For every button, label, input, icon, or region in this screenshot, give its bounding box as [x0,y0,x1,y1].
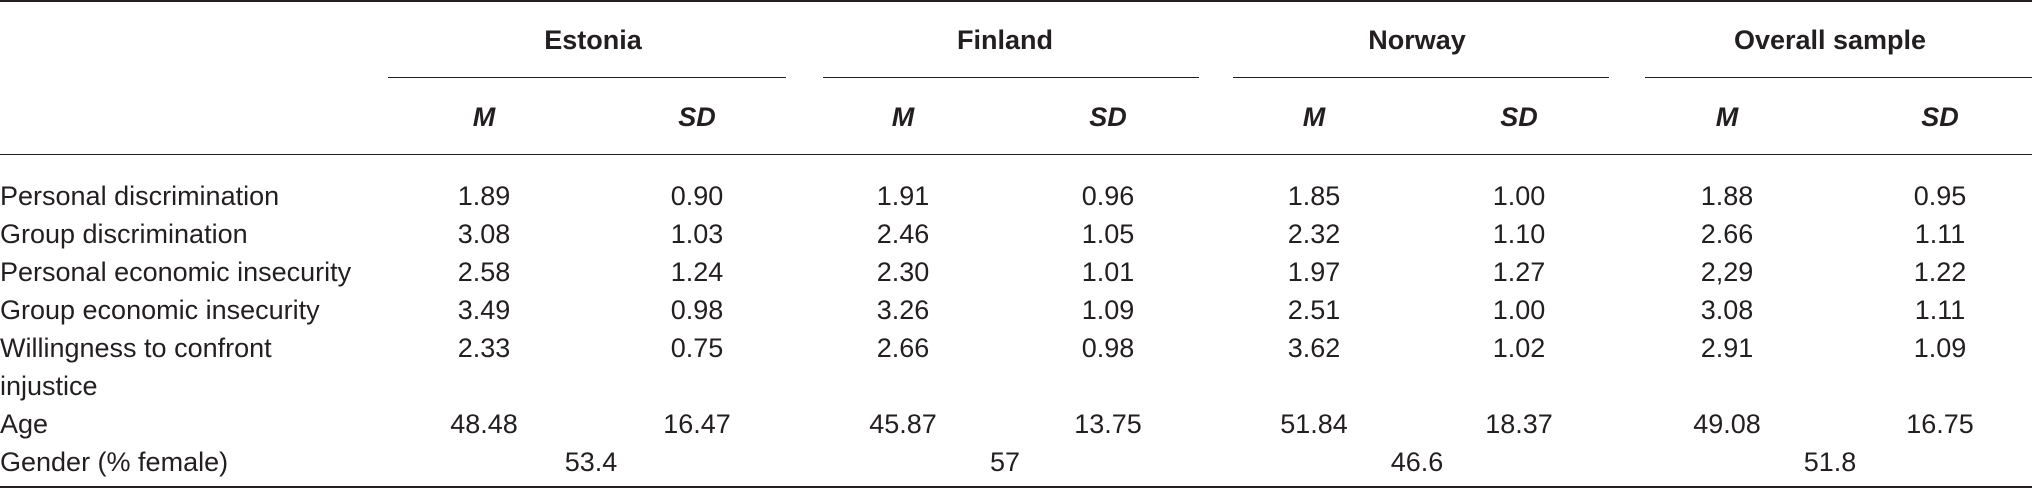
group-header-estonia: Estonia [544,25,642,55]
table-cell: 1.02 [1492,333,1546,363]
table-cell: 1.00 [1492,181,1546,211]
table-cell: 1.91 [876,181,930,211]
table-cell: 0.98 [1081,333,1135,363]
group-header-finland: Finland [957,25,1053,55]
top-rule [0,0,2032,2]
row-label-continued: injustice [0,371,98,401]
header-rule [0,154,2032,155]
subheader-sd-overall: SD [1921,102,1959,132]
group-rule-finland [823,77,1199,78]
row-label: Age [0,409,49,439]
table-cell: 48.48 [450,409,518,439]
table-cell: 1.88 [1700,181,1754,211]
table-cell: 1.00 [1492,295,1546,325]
table-cell: 0.98 [670,295,724,325]
table-cell: 1.11 [1914,219,1966,249]
table-cell: 1.01 [1081,257,1135,287]
subheader-sd-estonia: SD [678,102,716,132]
table-cell: 16.47 [663,409,731,439]
table-cell: 3.08 [457,219,511,249]
table-cell: 1.05 [1081,219,1135,249]
table-cell: 13.75 [1074,409,1142,439]
gender-value-overall: 51.8 [1803,447,1857,477]
subheader-m-finland: M [891,102,915,132]
group-rule-overall [1645,77,2032,78]
table-cell: 1.27 [1492,257,1546,287]
table-cell: 2.66 [876,333,930,363]
table-cell: 2.32 [1287,219,1341,249]
row-label: Group economic insecurity [0,295,320,325]
table-cell: 1.03 [670,219,724,249]
subheader-sd-finland: SD [1089,102,1127,132]
group-header-overall: Overall sample [1733,25,1927,55]
group-rule-estonia [388,77,786,78]
subheader-sd-norway: SD [1500,102,1538,132]
row-label: Personal economic insecurity [0,257,352,287]
table-cell: 18.37 [1485,409,1553,439]
table-cell: 1.97 [1287,257,1341,287]
table-cell: 1.85 [1287,181,1341,211]
table-cell: 2.51 [1287,295,1341,325]
table-cell: 51.84 [1280,409,1348,439]
table-cell: 3.08 [1700,295,1754,325]
subheader-m-norway: M [1302,102,1326,132]
table-cell: 1.09 [1913,333,1967,363]
table-cell: 0.90 [670,181,724,211]
table-cell: 3.49 [457,295,511,325]
table-cell: 2.58 [457,257,511,287]
bottom-rule [0,486,2032,488]
gender-value-finland: 57 [989,447,1021,477]
group-rule-norway [1233,77,1609,78]
table-cell: 45.87 [869,409,937,439]
table-cell: 2.30 [876,257,930,287]
row-label: Group discrimination [0,219,248,249]
gender-value-norway: 46.6 [1390,447,1444,477]
table-cell: 0.75 [670,333,724,363]
group-header-norway: Norway [1368,25,1466,55]
table-cell: 2.91 [1700,333,1754,363]
table-cell: 49.08 [1693,409,1761,439]
subheader-m-estonia: M [472,102,496,132]
table-cell: 16.75 [1906,409,1974,439]
table-cell: 3.62 [1287,333,1341,363]
subheader-m-overall: M [1715,102,1739,132]
table-cell: 2.46 [876,219,930,249]
table-cell: 1.89 [457,181,511,211]
table-cell: 1.10 [1492,219,1546,249]
gender-value-estonia: 53.4 [564,447,618,477]
row-label: Willingness to confront [0,333,272,363]
table-cell: 3.26 [876,295,930,325]
table-cell: 2.66 [1700,219,1754,249]
table-cell: 1.11 [1914,295,1966,325]
row-label: Personal discrimination [0,181,280,211]
table-cell: 1.24 [670,257,724,287]
table-cell: 0.95 [1913,181,1967,211]
row-label-gender: Gender (% female) [0,447,229,477]
table-cell: 1.22 [1913,257,1967,287]
table-cell: 0.96 [1081,181,1135,211]
table-cell: 2,29 [1700,257,1754,287]
table-cell: 2.33 [457,333,511,363]
table-cell: 1.09 [1081,295,1135,325]
